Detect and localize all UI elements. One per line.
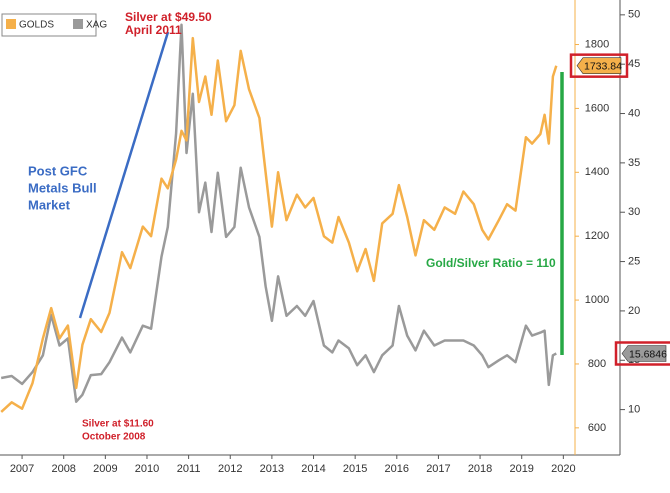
x-tick-label: 2016 — [385, 463, 409, 475]
series-line — [0, 23, 557, 403]
x-tick-label: 2013 — [260, 463, 284, 475]
legend-swatch — [6, 19, 16, 29]
value-tag — [621, 345, 667, 362]
y-tick-label: 600 — [588, 422, 606, 434]
value-label: 15.6846 — [629, 348, 667, 360]
y2-tick-label: 30 — [628, 206, 640, 218]
y2-tick-label: 45 — [628, 58, 640, 70]
y-tick-label: 1800 — [585, 38, 609, 50]
y-tick-label: 1400 — [585, 166, 609, 178]
x-tick-label: 2015 — [343, 463, 367, 475]
legend-swatch — [73, 19, 84, 29]
y-tick-label: 1200 — [585, 230, 609, 242]
x-tick-label: 2017 — [426, 463, 450, 475]
x-tick-label: 2007 — [10, 463, 34, 475]
y2-tick-label: 10 — [628, 404, 640, 416]
x-tick-label: 2009 — [93, 463, 117, 475]
x-tick-label: 2008 — [51, 463, 75, 475]
tag-highlight — [614, 341, 670, 366]
x-tick-label: 2018 — [468, 463, 492, 475]
tag-highlight — [569, 53, 629, 78]
annotation: Post GFC — [28, 163, 88, 178]
x-tick-label: 2020 — [551, 463, 575, 475]
annotation: Metals Bull — [28, 180, 97, 195]
annotation: Silver at $11.60 — [82, 419, 154, 430]
annotation: October 2008 — [82, 432, 146, 443]
y-tick-label: 1600 — [585, 102, 609, 114]
x-tick-label: 2011 — [177, 463, 201, 475]
y2-tick-label: 50 — [628, 9, 640, 21]
value-tag — [576, 57, 622, 74]
x-tick-label: 2014 — [301, 463, 325, 475]
annotation: April 2011 — [125, 23, 182, 37]
x-tick-label: 2019 — [509, 463, 533, 475]
x-tick-label: 2010 — [135, 463, 159, 475]
annotation: Market — [28, 197, 71, 212]
annotation: Gold/Silver Ratio = 110 — [426, 256, 556, 270]
annotation: Silver at $49.50 — [125, 10, 212, 24]
value-label: 1733.84 — [584, 60, 622, 72]
y-tick-label: 1000 — [585, 294, 609, 306]
y-tick-label: 800 — [588, 358, 606, 370]
legend-label: GOLDS — [19, 20, 54, 31]
y2-tick-label: 25 — [628, 255, 640, 267]
x-tick-label: 2012 — [218, 463, 242, 475]
y2-tick-label: 20 — [628, 305, 640, 317]
legend-label: XAG — [86, 20, 107, 31]
annotation-arrow — [78, 31, 170, 319]
y2-tick-label: 35 — [628, 157, 640, 169]
y2-tick-label: 40 — [628, 107, 640, 119]
series-line — [0, 36, 558, 413]
legend-box — [1, 13, 97, 37]
